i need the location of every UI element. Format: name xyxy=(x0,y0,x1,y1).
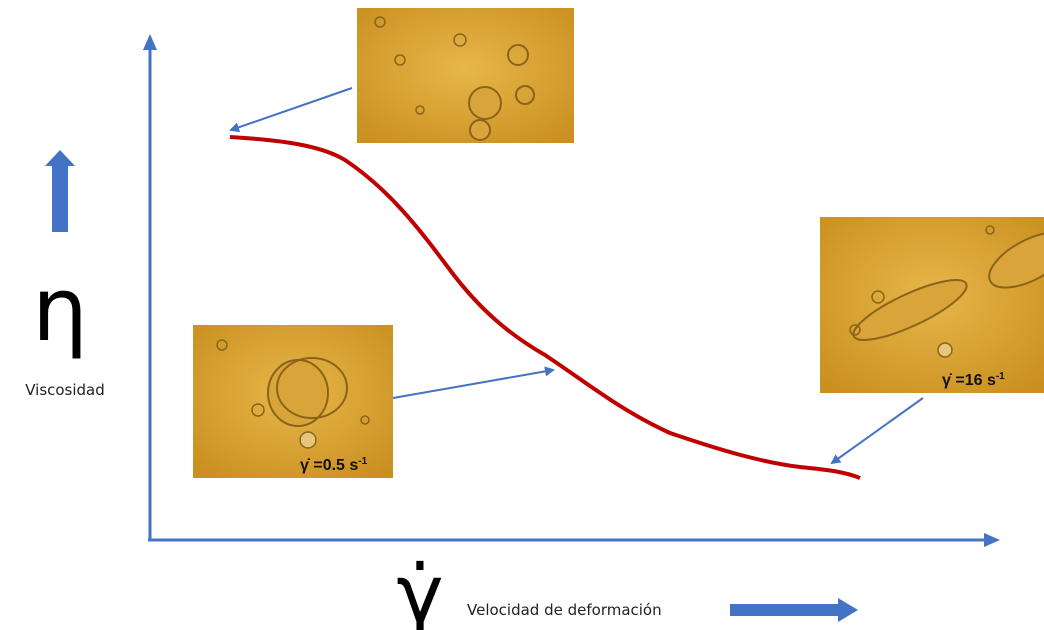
viscosity-label: Viscosidad xyxy=(25,381,105,399)
viscosity-symbol: η xyxy=(32,258,88,361)
pointer-arrow xyxy=(393,370,553,398)
diagram: γ̇ =0.5 s-1 γ̇ =16 s-1 η Viscosidad γ̇ V… xyxy=(0,0,1044,630)
micrograph: γ̇ =16 s-1 xyxy=(820,217,1044,393)
rate-value: =0.5 s xyxy=(313,457,358,474)
rate-exponent: -1 xyxy=(996,371,1005,382)
up-arrow xyxy=(45,150,75,232)
y-axis-arrow xyxy=(143,34,157,50)
x-axis-arrow xyxy=(984,533,1000,547)
micrograph: γ̇ =0.5 s-1 xyxy=(193,325,393,478)
right-arrow xyxy=(730,598,858,622)
micrograph xyxy=(357,8,574,143)
shear-rate-label: γ̇ =16 s-1 xyxy=(942,371,1005,389)
gamma-dot: γ̇ xyxy=(942,372,953,389)
pointer-arrow xyxy=(231,88,352,130)
shear-rate-symbol: γ̇ xyxy=(396,548,443,630)
rate-exponent: -1 xyxy=(358,456,367,467)
shear-rate-axis-label: Velocidad de deformación xyxy=(467,601,662,619)
shear-rate-label: γ̇ =0.5 s-1 xyxy=(300,456,368,474)
gamma-dot: γ̇ xyxy=(300,457,311,474)
rate-value: =16 s xyxy=(955,372,996,389)
pointer-arrow xyxy=(832,398,923,463)
